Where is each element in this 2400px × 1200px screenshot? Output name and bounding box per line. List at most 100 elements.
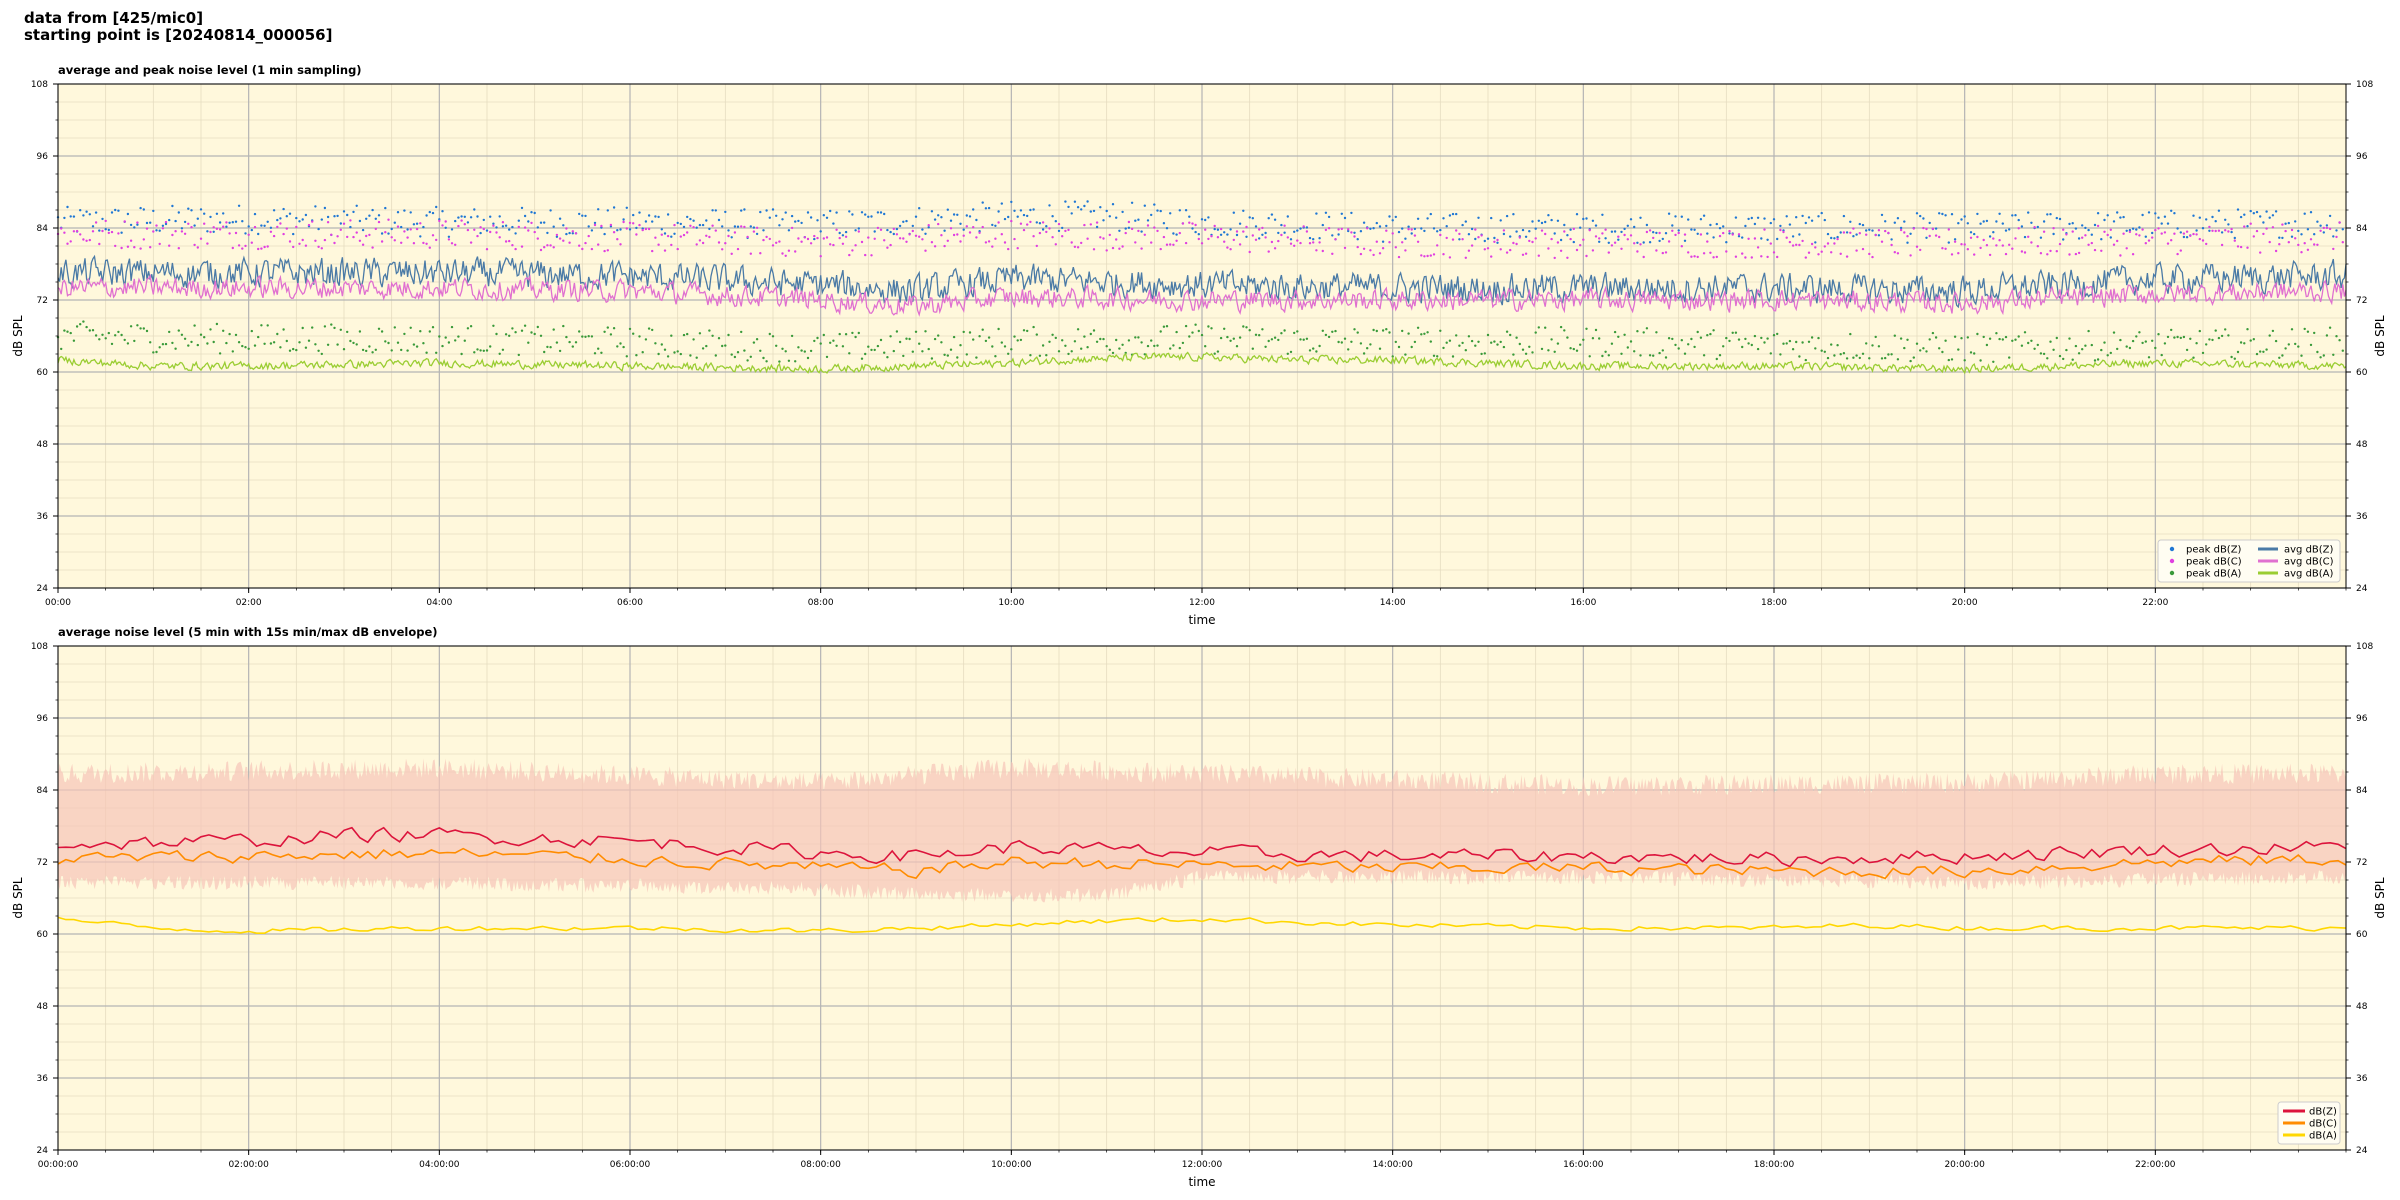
data-point: [543, 246, 546, 249]
data-point: [193, 224, 196, 227]
data-point: [835, 344, 838, 347]
data-point: [88, 329, 92, 332]
data-point: [937, 214, 940, 217]
data-point: [638, 223, 641, 227]
data-point: [829, 209, 832, 213]
data-point: [911, 224, 914, 228]
data-point: [1458, 238, 1461, 241]
data-point: [384, 206, 387, 210]
data-point: [1496, 238, 1499, 242]
data-point: [1744, 256, 1747, 259]
data-point: [851, 213, 854, 216]
y-tick-label: 84: [37, 786, 49, 796]
data-point: [1315, 249, 1318, 252]
data-point: [1938, 212, 1941, 215]
data-point: [1134, 219, 1137, 222]
data-point: [485, 349, 489, 352]
data-point: [1350, 211, 1353, 215]
data-point: [72, 339, 76, 342]
data-point: [136, 223, 139, 226]
data-point: [234, 220, 238, 223]
data-point: [1197, 233, 1201, 236]
data-point: [1022, 228, 1026, 232]
data-point: [2220, 243, 2224, 247]
data-point: [158, 242, 161, 246]
data-point: [1286, 215, 1290, 218]
data-point: [1327, 227, 1331, 230]
data-point: [794, 250, 797, 253]
data-point: [164, 342, 168, 346]
data-point: [1766, 337, 1769, 340]
data-point: [1531, 220, 1534, 223]
data-point: [2151, 236, 2154, 239]
data-point: [1594, 235, 1598, 238]
data-point: [1394, 246, 1398, 249]
data-point: [956, 233, 959, 236]
data-point: [2001, 338, 2005, 341]
data-point: [253, 212, 257, 216]
data-point: [2313, 243, 2316, 246]
data-point: [2236, 245, 2240, 248]
data-point: [1569, 228, 1572, 231]
data-point: [1324, 333, 1328, 337]
data-point: [1607, 251, 1611, 254]
data-point: [1995, 332, 1998, 335]
series-db-z-: [57, 826, 2347, 868]
data-point: [2058, 217, 2062, 221]
data-point: [1385, 224, 1388, 228]
data-point: [1772, 218, 1776, 221]
data-point: [2042, 220, 2046, 223]
data-point: [1175, 330, 1178, 334]
data-point: [749, 355, 752, 358]
data-point: [1159, 330, 1162, 333]
data-point: [1235, 233, 1239, 237]
data-point: [257, 247, 260, 251]
data-point: [85, 239, 88, 242]
data-point: [396, 225, 400, 228]
data-point: [1385, 229, 1388, 232]
y-tick-label: 72: [37, 296, 48, 306]
data-point: [1334, 238, 1337, 241]
data-point: [838, 236, 841, 240]
data-point: [1521, 228, 1525, 232]
data-point: [2058, 242, 2062, 246]
data-point: [2131, 227, 2135, 230]
data-point: [85, 210, 88, 213]
data-point: [1156, 229, 1159, 233]
data-point: [425, 214, 428, 217]
data-point: [590, 229, 594, 232]
data-point: [1852, 356, 1855, 359]
data-point: [2173, 212, 2176, 215]
data-point: [905, 219, 908, 223]
data-point: [724, 344, 727, 347]
data-point: [346, 235, 349, 239]
data-point: [1267, 339, 1270, 343]
data-point: [755, 232, 759, 236]
data-point: [241, 247, 244, 250]
data-point: [1207, 237, 1210, 241]
data-point: [1706, 240, 1709, 243]
data-point: [94, 221, 98, 224]
data-point: [69, 240, 72, 243]
data-point: [1273, 247, 1277, 250]
data-point: [759, 210, 762, 214]
data-point: [75, 325, 79, 328]
data-point: [1045, 225, 1048, 228]
data-point: [117, 209, 120, 212]
data-point: [978, 335, 981, 338]
data-point: [711, 224, 714, 227]
data-point: [1763, 228, 1766, 231]
data-point: [250, 228, 253, 232]
data-point: [2239, 245, 2243, 249]
data-point: [651, 328, 654, 332]
data-point: [1633, 350, 1636, 353]
data-point: [1944, 339, 1947, 342]
data-point: [2185, 236, 2189, 239]
data-point: [1922, 217, 1925, 220]
data-point: [1200, 218, 1204, 221]
data-point: [1830, 236, 1833, 240]
data-point: [1086, 237, 1089, 240]
data-point: [495, 226, 498, 229]
data-point: [79, 323, 82, 326]
data-point: [2096, 212, 2100, 215]
